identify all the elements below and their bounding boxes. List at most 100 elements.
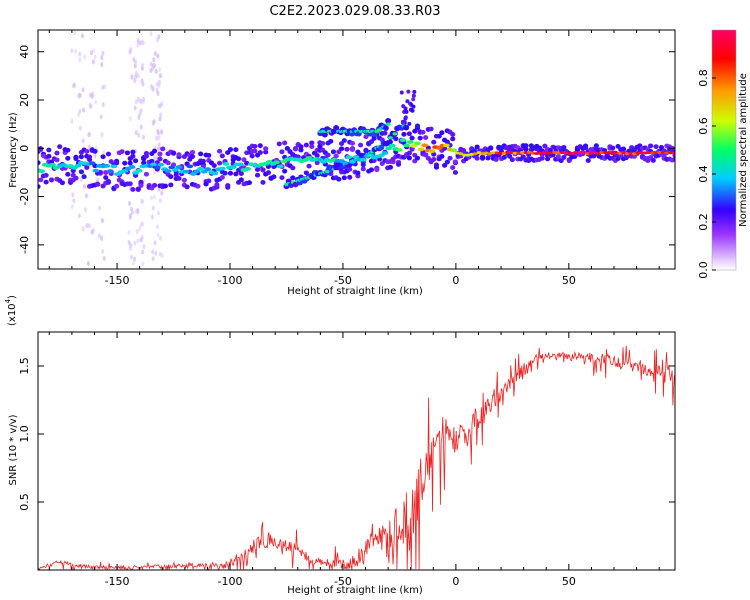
spectrogram-haze-blob bbox=[128, 116, 132, 122]
spectrogram-halo-blob bbox=[103, 175, 109, 180]
spectrogram-haze-blob bbox=[140, 78, 144, 84]
spectrogram-haze-blob bbox=[158, 198, 162, 204]
spectrogram-halo-blob bbox=[303, 170, 309, 176]
spectrogram-ridge-blob bbox=[537, 151, 543, 155]
spectrogram-halo-blob bbox=[157, 156, 163, 162]
spectrogram-haze-blob bbox=[134, 130, 138, 136]
spectrogram-branch-core bbox=[324, 169, 330, 174]
spectrogram-haze-blob bbox=[157, 134, 161, 140]
spectrogram-haze-blob bbox=[150, 214, 154, 220]
spectrogram-halo-blob bbox=[249, 153, 255, 159]
spectrogram-ridge-blob bbox=[92, 168, 100, 173]
spectrogram-haze-blob bbox=[157, 79, 161, 85]
spectrogram-halo-blob bbox=[653, 144, 659, 150]
spectrogram-halo-blob bbox=[84, 148, 90, 154]
spectrogram-halo-blob bbox=[114, 183, 120, 189]
spectrogram-haze-blob bbox=[83, 54, 87, 60]
spectrogram-ridge-blob bbox=[157, 162, 165, 167]
spectrogram-haze-blob bbox=[160, 129, 164, 135]
spectrogram-ridge-blob bbox=[621, 151, 626, 155]
spectrogram-ridge-blob bbox=[483, 151, 489, 155]
spectrogram-ridge-blob bbox=[465, 153, 471, 157]
spectrogram-haze-blob bbox=[135, 228, 139, 234]
spectrogram-ridge-blob bbox=[556, 151, 561, 155]
spectrogram-haze-blob bbox=[131, 260, 135, 266]
spectrogram-wisp-blob bbox=[411, 97, 416, 102]
spectrogram-halo-blob bbox=[46, 153, 52, 159]
spectrogram-ridge-blob bbox=[563, 151, 569, 155]
spectrogram-ridge-blob bbox=[487, 152, 493, 156]
spectrogram-haze-blob bbox=[77, 94, 81, 100]
spectrogram-halo-blob bbox=[138, 183, 144, 188]
spectrogram-halo-blob bbox=[328, 138, 334, 144]
spectrogram-haze-blob bbox=[152, 63, 156, 69]
spectrogram-haze-blob bbox=[160, 190, 164, 196]
spectrogram-ridge-blob bbox=[352, 155, 360, 159]
spectrogram-halo-blob bbox=[439, 153, 445, 159]
spectrogram-halo-blob bbox=[344, 146, 350, 152]
spectrogram-halo-blob bbox=[227, 170, 234, 176]
spectrogram-halo-blob bbox=[119, 149, 125, 155]
spectrogram-halo-blob bbox=[263, 149, 269, 155]
spectrogram-halo-blob bbox=[433, 162, 440, 168]
spectrogram-halo-blob bbox=[122, 160, 128, 166]
spectrogram-ridge-blob bbox=[186, 164, 194, 169]
spectrogram-halo-blob bbox=[206, 152, 212, 158]
spectrogram-marks bbox=[38, 30, 675, 267]
spectrogram-halo-blob bbox=[265, 170, 272, 176]
spectrogram-haze-blob bbox=[70, 118, 74, 124]
spectrogram-halo-blob bbox=[363, 147, 369, 153]
spectrogram-halo-blob bbox=[211, 163, 217, 168]
spectrogram-branch-halo bbox=[385, 140, 392, 146]
spectrogram-halo-blob bbox=[298, 144, 304, 150]
spectrogram-halo-blob bbox=[368, 139, 375, 145]
spectrogram-halo-blob bbox=[143, 151, 150, 156]
spectrogram-halo-blob bbox=[441, 163, 448, 168]
spectrogram-halo-blob bbox=[257, 143, 263, 149]
spectrogram-halo-blob bbox=[135, 187, 141, 192]
spectrogram-halo-blob bbox=[65, 147, 71, 153]
spectrogram-haze-blob bbox=[141, 62, 145, 68]
spectrogram-ridge-blob bbox=[182, 169, 190, 174]
spectrogram-halo-blob bbox=[420, 129, 426, 135]
spectrogram-haze-blob bbox=[89, 50, 93, 56]
spectrogram-haze-blob bbox=[134, 209, 138, 215]
colorbar-tick-label: 0.4 bbox=[697, 165, 710, 183]
spectrogram-x-label: Height of straight line (km) bbox=[287, 286, 423, 297]
spectrogram-haze-blob bbox=[141, 249, 145, 255]
spectrogram-ridge-blob bbox=[490, 151, 496, 155]
spectrogram-haze-blob bbox=[154, 250, 158, 256]
spectrogram-haze-blob bbox=[159, 112, 163, 118]
spectrogram-haze-blob bbox=[74, 48, 78, 54]
spectrogram-halo-blob bbox=[219, 153, 225, 159]
spectrogram-halo-blob bbox=[439, 130, 445, 136]
spectrogram-halo-blob bbox=[189, 154, 196, 160]
spectrogram-haze-blob bbox=[155, 224, 159, 230]
spectrogram-haze-blob bbox=[136, 209, 140, 215]
spectrogram-halo-blob bbox=[561, 145, 567, 150]
spectrogram-haze-blob bbox=[138, 225, 142, 231]
spectrogram-halo-blob bbox=[260, 167, 266, 173]
spectrogram-halo-blob bbox=[157, 151, 163, 157]
spectrogram-halo-blob bbox=[254, 167, 261, 172]
spectrogram-ridge-blob bbox=[38, 169, 46, 174]
spectrogram-halo-blob bbox=[387, 164, 393, 170]
spectrogram-branch-halo bbox=[403, 124, 410, 131]
spectrogram-haze-blob bbox=[156, 53, 160, 59]
spectrogram-halo-blob bbox=[241, 157, 247, 163]
spectrogram-halo-blob bbox=[292, 146, 299, 152]
spectrogram-halo-blob bbox=[46, 147, 52, 153]
spectrogram-halo-blob bbox=[100, 154, 106, 160]
spectrogram-ridge-blob bbox=[595, 152, 601, 156]
spectrogram-wisp-blob bbox=[408, 101, 413, 106]
spectrogram-ridge-blob bbox=[388, 143, 396, 148]
spectrogram-haze-blob bbox=[86, 260, 90, 266]
spectrogram-halo-blob bbox=[520, 154, 526, 160]
spectrogram-halo-blob bbox=[450, 136, 456, 142]
spectrogram-halo-blob bbox=[374, 167, 380, 173]
spectrogram-halo-blob bbox=[648, 143, 654, 149]
spectrogram-haze-blob bbox=[141, 134, 145, 140]
spectrogram-ridge-blob bbox=[588, 151, 594, 155]
spectrogram-ridge-blob bbox=[171, 168, 179, 172]
spectrogram-haze-blob bbox=[102, 149, 106, 155]
